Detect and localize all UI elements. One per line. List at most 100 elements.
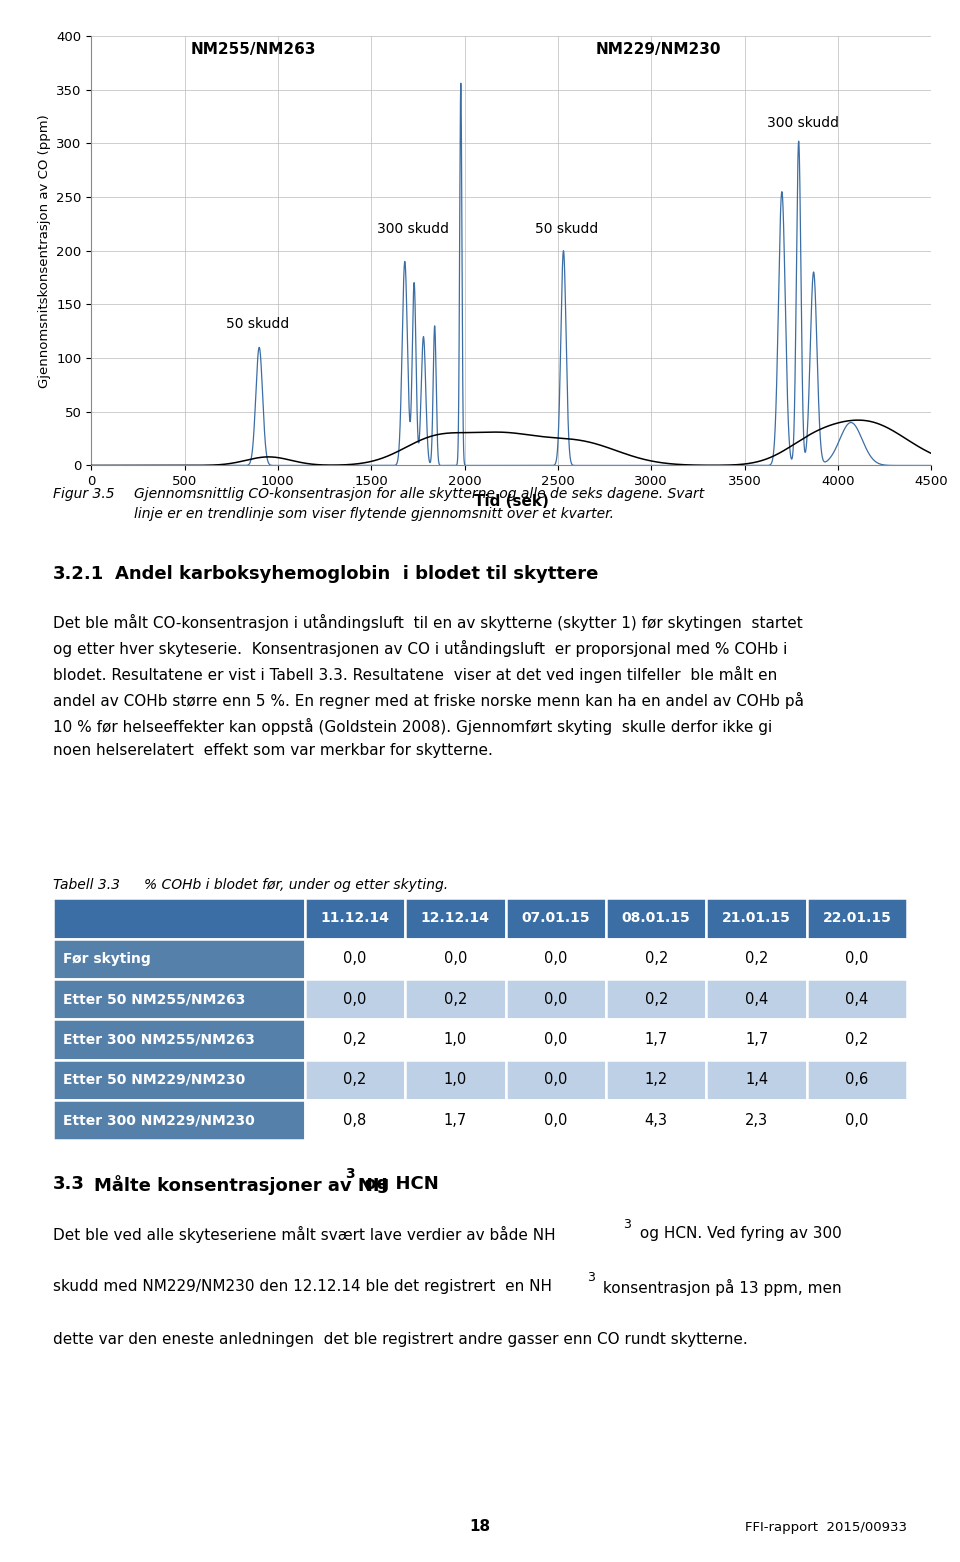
Text: Etter 50 NM255/NM263: Etter 50 NM255/NM263 [63, 992, 246, 1006]
Text: 0,2: 0,2 [444, 992, 468, 1006]
FancyBboxPatch shape [305, 1059, 405, 1100]
Text: Etter 300 NM255/NM263: Etter 300 NM255/NM263 [63, 1032, 255, 1047]
Text: 07.01.15: 07.01.15 [521, 911, 590, 925]
Text: NM255/NM263: NM255/NM263 [190, 42, 316, 58]
FancyBboxPatch shape [806, 898, 907, 939]
FancyBboxPatch shape [606, 979, 707, 1018]
Text: 18: 18 [469, 1518, 491, 1534]
FancyBboxPatch shape [53, 898, 305, 939]
FancyBboxPatch shape [506, 1018, 606, 1059]
FancyBboxPatch shape [305, 1100, 405, 1140]
Text: 50 skudd: 50 skudd [536, 222, 599, 236]
Text: Før skyting: Før skyting [63, 951, 151, 965]
Text: 21.01.15: 21.01.15 [722, 911, 791, 925]
Text: 0,2: 0,2 [745, 951, 768, 967]
Text: 0,0: 0,0 [846, 951, 869, 967]
Text: Målte konsentrasjoner av NH: Målte konsentrasjoner av NH [94, 1175, 388, 1195]
Text: Tabell 3.3: Tabell 3.3 [53, 878, 120, 892]
Text: dette var den eneste anledningen  det ble registrert andre gasser enn CO rundt s: dette var den eneste anledningen det ble… [53, 1332, 748, 1348]
Text: 0,0: 0,0 [544, 1032, 567, 1047]
X-axis label: Tid (sek): Tid (sek) [474, 494, 548, 509]
Text: 3.3: 3.3 [53, 1175, 84, 1193]
Text: FFI-rapport  2015/00933: FFI-rapport 2015/00933 [745, 1521, 907, 1534]
Text: 3.2.1: 3.2.1 [53, 565, 104, 584]
Text: 300 skudd: 300 skudd [767, 117, 839, 131]
FancyBboxPatch shape [806, 939, 907, 979]
FancyBboxPatch shape [707, 1100, 806, 1140]
Text: 1,0: 1,0 [444, 1032, 468, 1047]
Text: Det ble ved alle skyteseriene målt svært lave verdier av både NH: Det ble ved alle skyteseriene målt svært… [53, 1226, 556, 1243]
Text: 1,4: 1,4 [745, 1072, 768, 1087]
Text: 0,0: 0,0 [344, 992, 367, 1006]
Text: Andel karboksyhemoglobin  i blodet til skyttere: Andel karboksyhemoglobin i blodet til sk… [115, 565, 599, 584]
Text: 2,3: 2,3 [745, 1112, 768, 1128]
FancyBboxPatch shape [53, 1100, 305, 1140]
FancyBboxPatch shape [806, 1100, 907, 1140]
Text: 3: 3 [588, 1271, 595, 1284]
FancyBboxPatch shape [506, 898, 606, 939]
FancyBboxPatch shape [606, 1100, 707, 1140]
FancyBboxPatch shape [53, 1018, 305, 1059]
Text: 0,0: 0,0 [544, 951, 567, 967]
Text: Etter 50 NM229/NM230: Etter 50 NM229/NM230 [63, 1073, 246, 1087]
FancyBboxPatch shape [707, 1018, 806, 1059]
FancyBboxPatch shape [405, 939, 506, 979]
Text: 0,4: 0,4 [745, 992, 768, 1006]
Text: 08.01.15: 08.01.15 [622, 911, 690, 925]
Text: skudd med NM229/NM230 den 12.12.14 ble det registrert  en NH: skudd med NM229/NM230 den 12.12.14 ble d… [53, 1279, 552, 1295]
Text: 0,2: 0,2 [846, 1032, 869, 1047]
FancyBboxPatch shape [506, 1059, 606, 1100]
Y-axis label: Gjennomsnitskonsentrasjon av CO (ppm): Gjennomsnitskonsentrasjon av CO (ppm) [37, 114, 51, 387]
FancyBboxPatch shape [405, 1059, 506, 1100]
FancyBboxPatch shape [53, 979, 305, 1018]
Text: Gjennomsnittlig CO-konsentrasjon for alle skytterne og alle de seks dagene. Svar: Gjennomsnittlig CO-konsentrasjon for all… [134, 487, 705, 522]
Text: 0,0: 0,0 [444, 951, 468, 967]
Text: og HCN. Ved fyring av 300: og HCN. Ved fyring av 300 [635, 1226, 841, 1242]
FancyBboxPatch shape [707, 898, 806, 939]
FancyBboxPatch shape [405, 979, 506, 1018]
FancyBboxPatch shape [806, 1018, 907, 1059]
Text: 0,2: 0,2 [644, 992, 668, 1006]
FancyBboxPatch shape [305, 1018, 405, 1059]
Text: 0,8: 0,8 [344, 1112, 367, 1128]
Text: 0,0: 0,0 [344, 951, 367, 967]
FancyBboxPatch shape [53, 939, 305, 979]
Text: og HCN: og HCN [358, 1175, 439, 1193]
FancyBboxPatch shape [707, 939, 806, 979]
Text: Etter 300 NM229/NM230: Etter 300 NM229/NM230 [63, 1114, 254, 1128]
Text: 0,0: 0,0 [544, 1112, 567, 1128]
FancyBboxPatch shape [405, 898, 506, 939]
Text: % COHb i blodet før, under og etter skyting.: % COHb i blodet før, under og etter skyt… [144, 878, 448, 892]
Text: Figur 3.5: Figur 3.5 [53, 487, 114, 501]
FancyBboxPatch shape [506, 979, 606, 1018]
Text: 3: 3 [346, 1167, 355, 1181]
FancyBboxPatch shape [806, 1059, 907, 1100]
Text: NM229/NM230: NM229/NM230 [595, 42, 721, 58]
FancyBboxPatch shape [405, 1100, 506, 1140]
FancyBboxPatch shape [606, 1018, 707, 1059]
Text: Det ble målt CO-konsentrasjon i utåndingsluft  til en av skytterne (skytter 1) f: Det ble målt CO-konsentrasjon i utånding… [53, 614, 804, 758]
FancyBboxPatch shape [53, 1059, 305, 1100]
Text: 22.01.15: 22.01.15 [823, 911, 892, 925]
FancyBboxPatch shape [806, 979, 907, 1018]
Text: 1,7: 1,7 [644, 1032, 668, 1047]
FancyBboxPatch shape [506, 939, 606, 979]
FancyBboxPatch shape [305, 939, 405, 979]
Text: 1,7: 1,7 [745, 1032, 768, 1047]
Text: 0,0: 0,0 [846, 1112, 869, 1128]
FancyBboxPatch shape [707, 979, 806, 1018]
Text: 0,2: 0,2 [644, 951, 668, 967]
Text: 11.12.14: 11.12.14 [321, 911, 390, 925]
Text: 0,0: 0,0 [544, 1072, 567, 1087]
FancyBboxPatch shape [606, 939, 707, 979]
Text: konsentrasjon på 13 ppm, men: konsentrasjon på 13 ppm, men [598, 1279, 842, 1296]
Text: 0,6: 0,6 [846, 1072, 869, 1087]
FancyBboxPatch shape [506, 1100, 606, 1140]
Text: 50 skudd: 50 skudd [226, 317, 289, 331]
Text: 1,0: 1,0 [444, 1072, 468, 1087]
Text: 300 skudd: 300 skudd [376, 222, 448, 236]
Text: 4,3: 4,3 [645, 1112, 668, 1128]
Text: 0,2: 0,2 [344, 1072, 367, 1087]
Text: 1,2: 1,2 [644, 1072, 668, 1087]
Text: 1,7: 1,7 [444, 1112, 468, 1128]
